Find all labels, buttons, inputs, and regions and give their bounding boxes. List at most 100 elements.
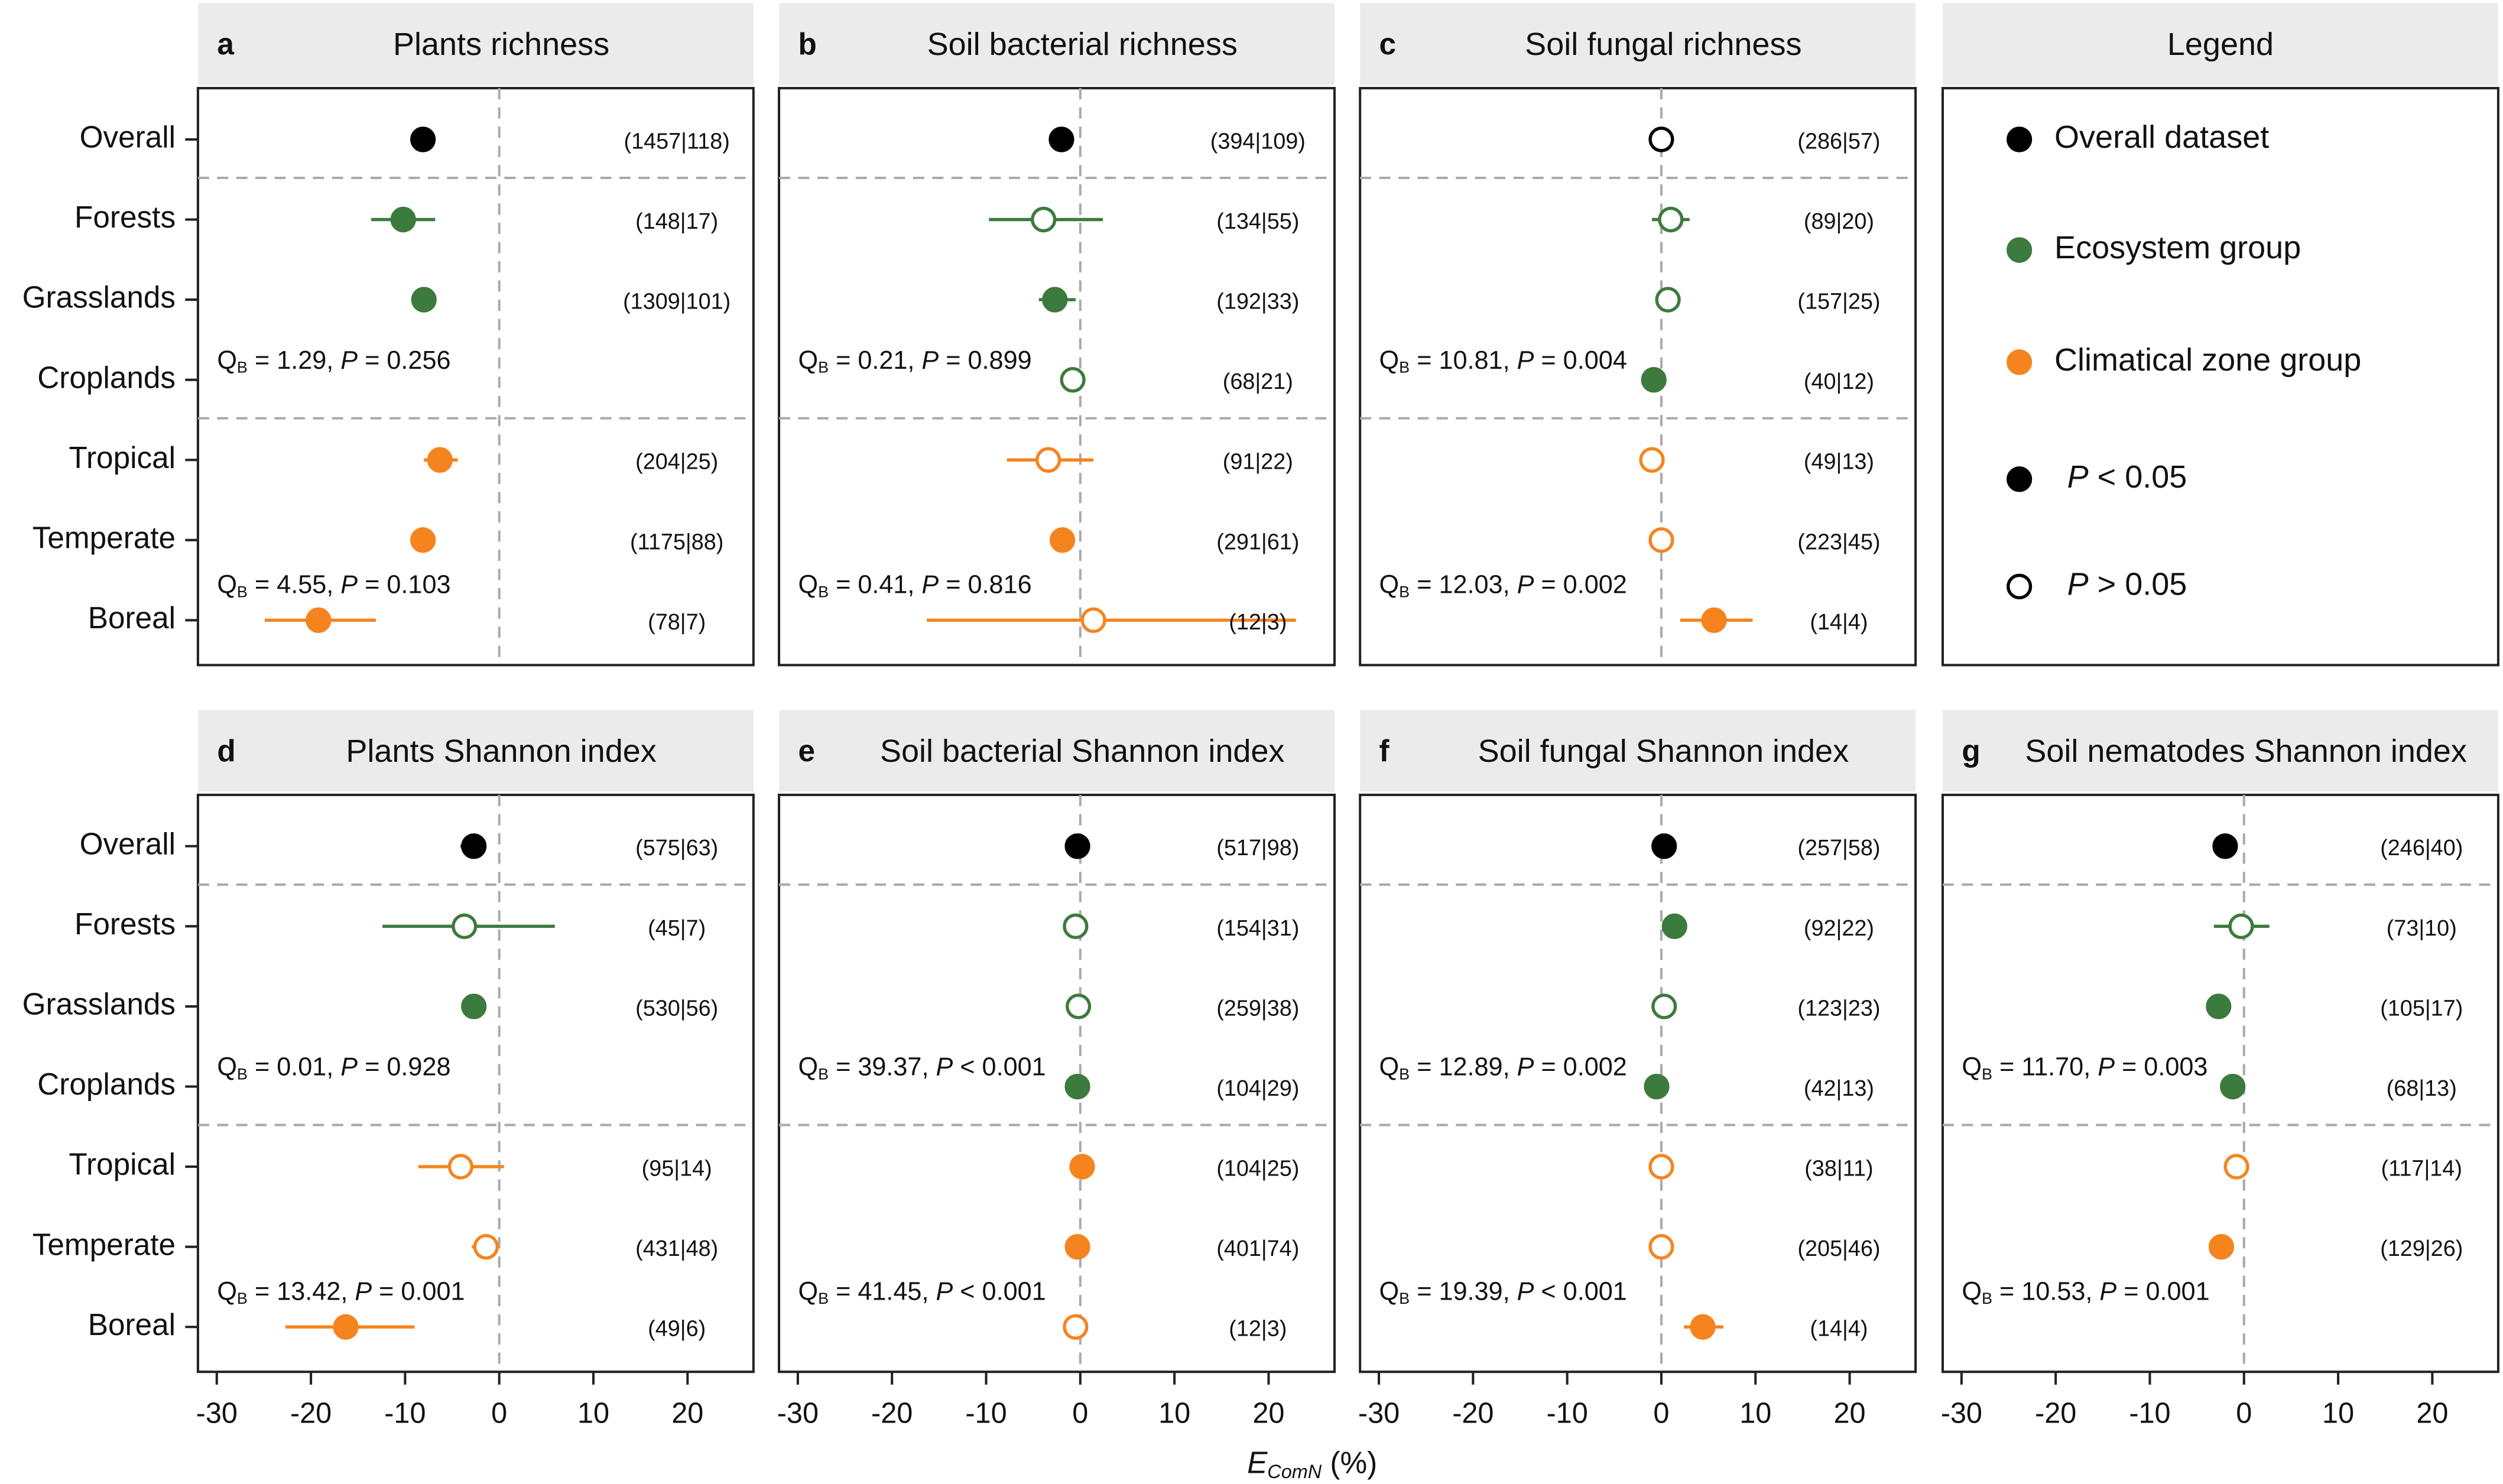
p-value: = 0.256 (358, 346, 450, 375)
effect-point (1066, 993, 1092, 1019)
q-symbol: Q (798, 1278, 818, 1306)
p-value: = 0.002 (1534, 1053, 1627, 1082)
sample-size-label: (12|3) (1229, 1317, 1287, 1342)
sample-size-label: (401|74) (1216, 1236, 1299, 1261)
heterogeneity-stat: QB = 1.29, P = 0.256 (217, 346, 450, 376)
effect-point (1644, 1073, 1670, 1100)
effect-point (1651, 993, 1677, 1019)
legend-box (1941, 87, 2499, 667)
sample-size-label: (68|13) (2387, 1076, 2457, 1101)
row-label: Temperate (33, 520, 176, 554)
x-tick-label: -30 (196, 1397, 238, 1429)
effect-point (1658, 206, 1684, 233)
x-tick-label: 10 (1739, 1397, 1771, 1429)
sample-size-label: (154|31) (1216, 916, 1299, 941)
x-tick-label: 20 (2416, 1397, 2448, 1429)
effect-point (1063, 1314, 1089, 1340)
legend-label-text: Climatical zone group (2054, 342, 2361, 378)
p-symbol: P (921, 571, 939, 599)
row-label: Forests (74, 200, 176, 234)
effect-point (2223, 1154, 2249, 1180)
x-tick-label: 20 (1834, 1397, 1866, 1429)
effect-point (1048, 126, 1074, 152)
sample-size-label: (104|25) (1216, 1156, 1299, 1181)
panel-letter: d (217, 733, 235, 768)
legend-label: Overall dataset (2054, 119, 2269, 155)
panel-title: Plants richness (393, 27, 609, 62)
x-tick-label: -30 (1358, 1397, 1400, 1429)
q-value: = 12.03, (1410, 571, 1517, 599)
panel-letter: a (217, 27, 234, 61)
heterogeneity-stat: QB = 12.89, P = 0.002 (1379, 1053, 1627, 1083)
legend-marker (2007, 573, 2033, 600)
q-subscript: B (237, 583, 248, 600)
p-value: < 0.001 (1534, 1278, 1627, 1306)
sample-size-label: (134|55) (1216, 209, 1299, 234)
sample-size-label: (1175|88) (630, 530, 723, 554)
effect-point (1069, 1154, 1095, 1180)
effect-point (410, 126, 436, 152)
q-value: = 10.81, (1410, 346, 1517, 375)
p-value: = 0.103 (358, 571, 450, 599)
heterogeneity-stat: QB = 19.39, P < 0.001 (1379, 1278, 1627, 1308)
sample-size-label: (246|40) (2380, 836, 2463, 860)
legend-label-text: < 0.05 (2089, 459, 2187, 495)
heterogeneity-stat: QB = 13.42, P = 0.001 (217, 1278, 465, 1308)
sample-size-label: (95|14) (642, 1156, 712, 1181)
sample-size-label: (129|26) (2380, 1236, 2463, 1261)
effect-point (1648, 527, 1674, 553)
legend-label: Climatical zone group (2054, 342, 2361, 378)
effect-point (1064, 1233, 1090, 1260)
x-tick-label: 0 (2236, 1397, 2252, 1429)
effect-point (1031, 206, 1057, 233)
legend-marker (2007, 237, 2033, 263)
sample-size-label: (1309|101) (623, 289, 731, 314)
q-symbol: Q (798, 1053, 818, 1082)
x-axis-label: EComN (%) (1247, 1445, 1377, 1482)
q-subscript: B (237, 359, 248, 376)
panel-letter: c (1379, 27, 1397, 61)
q-value: = 19.39, (1410, 1278, 1517, 1306)
q-symbol: Q (1962, 1278, 1982, 1306)
sample-size-label: (42|13) (1804, 1076, 1874, 1101)
sample-size-label: (530|56) (635, 996, 718, 1021)
row-label: Croplands (37, 1067, 176, 1101)
sample-size-label: (45|7) (648, 916, 706, 941)
row-label: Croplands (37, 360, 176, 394)
p-value: = 0.816 (939, 571, 1031, 599)
sample-size-label: (73|10) (2387, 916, 2457, 941)
panel-title: Soil fungal richness (1525, 27, 1801, 62)
legend-label-text: Overall dataset (2054, 119, 2269, 155)
q-value: = 11.70, (1992, 1053, 2098, 1082)
sample-size-label: (92|22) (1804, 916, 1874, 941)
effect-point (1648, 126, 1674, 152)
heterogeneity-stat: QB = 10.53, P = 0.001 (1962, 1278, 2209, 1308)
sample-size-label: (14|4) (1810, 610, 1868, 635)
p-symbol: P (1517, 571, 1534, 599)
x-tick-label: 10 (577, 1397, 609, 1429)
sample-size-label: (105|17) (2380, 996, 2463, 1021)
effect-point (1042, 287, 1068, 313)
effect-point (447, 1154, 473, 1180)
sample-size-label: (394|109) (1210, 129, 1306, 154)
row-label: Forests (74, 907, 176, 941)
effect-point (1701, 607, 1727, 634)
p-value: < 0.001 (953, 1053, 1046, 1082)
row-label: Overall (80, 826, 176, 860)
legend-header (1942, 3, 2498, 85)
sample-size-label: (68|21) (1223, 369, 1293, 394)
effect-point (1648, 1154, 1674, 1180)
legend-label: Ecosystem group (2054, 230, 2301, 265)
effect-point (1064, 1073, 1090, 1100)
q-symbol: Q (217, 1053, 237, 1082)
legend-label-italic: P (2067, 567, 2089, 602)
q-symbol: Q (798, 571, 818, 599)
sample-size-label: (223|45) (1797, 530, 1880, 554)
panel-header (779, 710, 1335, 792)
heterogeneity-stat: QB = 11.70, P = 0.003 (1962, 1053, 2207, 1083)
legend-marker (2007, 349, 2033, 375)
q-symbol: Q (217, 346, 237, 375)
panel-box (196, 87, 755, 667)
panel-header (779, 3, 1335, 85)
x-tick-label: -10 (965, 1397, 1007, 1429)
